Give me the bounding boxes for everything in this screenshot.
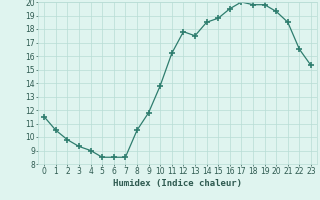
X-axis label: Humidex (Indice chaleur): Humidex (Indice chaleur) xyxy=(113,179,242,188)
